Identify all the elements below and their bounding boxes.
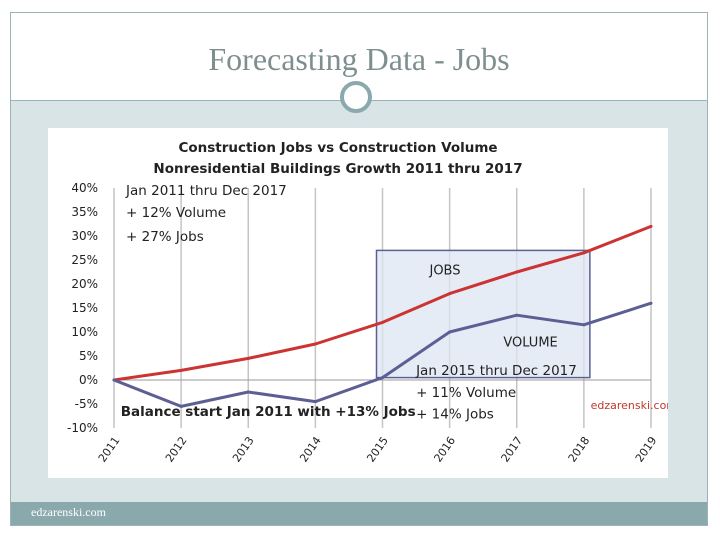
annotation-text: + 12% Volume — [126, 205, 226, 221]
y-tick-label: 40% — [71, 181, 98, 195]
x-tick-label-2018: 2018 — [566, 434, 593, 464]
y-tick-label: 15% — [71, 301, 98, 315]
data-point-volume — [313, 400, 317, 404]
ring-ornament-icon — [340, 81, 372, 113]
y-tick-label: 35% — [71, 205, 98, 219]
y-tick-label: 30% — [71, 229, 98, 243]
data-point-jobs — [582, 251, 586, 255]
chart-title: Construction Jobs vs Construction Volume — [178, 140, 497, 156]
data-point-jobs — [179, 368, 183, 372]
x-tick-label-2012: 2012 — [163, 434, 190, 464]
chart-frame: 2011 2012 2013 2014 2015 2016 2017 2018 2019 -10%… — [48, 128, 677, 478]
data-point-volume — [246, 390, 250, 394]
line-chart: 2011 2012 2013 2014 2015 2016 2017 2018 2019 -10%… — [67, 140, 677, 465]
label-layer: JOBS VOLUME Jan 2011 thru Dec 2017 + 12% Vo… — [121, 183, 677, 422]
x-tick-label-2016: 2016 — [431, 434, 458, 464]
data-point-jobs — [649, 224, 653, 228]
y-tick-label: 10% — [71, 325, 98, 339]
data-point-volume — [649, 301, 653, 305]
annotation-text: Jan 2011 thru Dec 2017 — [125, 183, 287, 199]
data-point-jobs — [448, 292, 452, 296]
data-point-jobs — [313, 342, 317, 346]
data-point-jobs — [381, 320, 384, 324]
data-point-volume — [179, 404, 183, 408]
annotation-text: Balance start Jan 2011 with +13% Jobs — [121, 404, 416, 420]
data-point-volume — [515, 313, 519, 317]
footer-text: edzarenski.com — [31, 505, 106, 519]
data-point-jobs — [515, 270, 519, 274]
chart-subtitle: Nonresidential Buildings Growth 2011 thr… — [153, 161, 522, 177]
y-tick-label: 5% — [79, 349, 98, 363]
x-tick-label-2019: 2019 — [633, 434, 660, 464]
y-tick-label: 25% — [71, 253, 98, 267]
y-tick-label: 20% — [71, 277, 98, 291]
series-layer — [112, 224, 653, 408]
x-tick-label-2017: 2017 — [498, 434, 525, 464]
y-tick-label: -5% — [75, 397, 98, 411]
x-tick-label-2013: 2013 — [230, 434, 257, 464]
x-tick-label-2011: 2011 — [96, 434, 123, 464]
data-point-volume — [582, 323, 586, 327]
annotation-text: + 14% Jobs — [416, 406, 494, 422]
annotation-text: Jan 2015 thru Dec 2017 — [415, 363, 577, 379]
slide-title: Forecasting Data - Jobs — [208, 41, 510, 77]
x-tick-label-2014: 2014 — [297, 434, 324, 464]
source-watermark: edzarenski.com — [591, 399, 668, 412]
annotation-text: + 11% Volume — [416, 385, 516, 401]
footer-bar: edzarenski.com — [11, 502, 707, 525]
data-point-jobs — [246, 356, 250, 360]
y-tick-label: 0% — [79, 373, 98, 387]
y-tick-label: -10% — [67, 421, 98, 435]
series-label-jobs: JOBS — [428, 263, 460, 278]
data-point-volume — [448, 330, 452, 334]
data-point-volume — [381, 376, 384, 380]
data-point-volume — [112, 378, 116, 382]
x-tick-label-2015: 2015 — [364, 434, 391, 464]
annotation-text: + 27% Jobs — [126, 229, 204, 245]
series-label-volume: VOLUME — [503, 335, 557, 350]
